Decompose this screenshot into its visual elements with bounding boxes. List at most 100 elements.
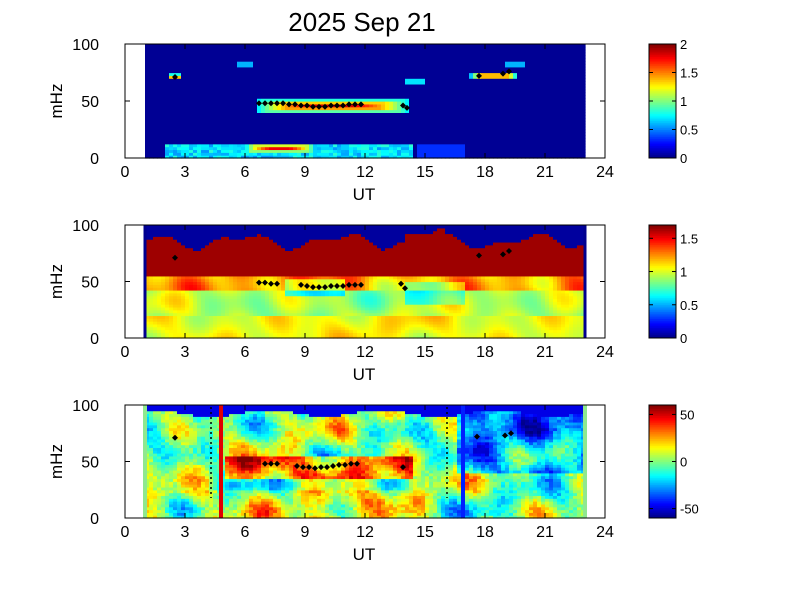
heatmap-cell [173, 225, 178, 228]
heatmap-cell [249, 44, 254, 47]
heatmap-cell [441, 44, 446, 47]
heatmap-cell [353, 44, 358, 47]
heatmap-cell [177, 225, 182, 228]
heatmap-cell [561, 44, 566, 47]
heatmap-cell [365, 44, 370, 47]
heatmap-cell [529, 44, 534, 47]
heatmap-cell [557, 44, 562, 47]
x-tick-label: 6 [241, 164, 250, 181]
heatmap-cell [345, 44, 350, 47]
heatmap-cell [413, 44, 418, 47]
heatmap-cell [153, 44, 158, 47]
colorbar-tick-label: 1 [680, 94, 687, 109]
heatmap-cell [269, 44, 274, 47]
heatmap-cell [205, 44, 210, 47]
heatmap-cell [385, 44, 390, 47]
heatmap-cell [381, 44, 386, 47]
heatmap-cell [469, 44, 474, 47]
heatmap-cell [429, 44, 434, 47]
heatmap-cell [169, 44, 174, 47]
heatmap-cell [189, 44, 194, 47]
heatmap-cell [357, 44, 362, 47]
x-tick-label: 9 [301, 164, 310, 181]
heatmap-cell [273, 44, 278, 47]
heatmap-cell [285, 44, 290, 47]
heatmap-cell [581, 44, 586, 47]
heatmap-cell [221, 44, 226, 47]
heatmap-cell [149, 44, 154, 47]
x-axis-label: UT [353, 185, 376, 204]
heatmap-cell [477, 44, 482, 47]
heatmap-cell [341, 44, 346, 47]
heatmap-cell [145, 44, 150, 47]
heatmap-cell [377, 44, 382, 47]
heatmap-cell [549, 44, 554, 47]
heatmap-cell [337, 44, 342, 47]
figure-title: 2025 Sep 21 [288, 7, 435, 37]
heatmap-cell [389, 44, 394, 47]
panel-2: 0 3 6 9 12 15 18 21 24050100UTmHz00.511.5 [47, 218, 698, 384]
heatmap-cell [505, 44, 510, 47]
heatmap-cell [297, 44, 302, 47]
colorbar: 00.511.52 [649, 37, 698, 166]
heatmap-cell [569, 44, 574, 47]
heatmap-cell [161, 44, 166, 47]
heatmap-cell [257, 44, 262, 47]
heatmap-cell [525, 44, 530, 47]
heatmap-cell [261, 44, 266, 47]
heatmap-cell [193, 44, 198, 47]
heatmap-cell [229, 44, 234, 47]
heatmap-cell [445, 44, 450, 47]
heatmap-cell [349, 44, 354, 47]
x-tick-label: 0 [121, 164, 130, 181]
heatmap-cell [169, 225, 174, 228]
x-tick-label: 12 [356, 164, 374, 181]
heatmap-cell [209, 44, 214, 47]
heatmap-cell [213, 44, 218, 47]
heatmap-cell [321, 44, 326, 47]
heatmap-cell [289, 44, 294, 47]
heatmap-cell [521, 44, 526, 47]
x-tick-label: 18 [476, 164, 494, 181]
heatmap-cell [533, 44, 538, 47]
y-tick-label: 0 [90, 151, 99, 168]
x-tick-label: 21 [536, 164, 554, 181]
heatmap-cell [577, 44, 582, 47]
heatmap-cell [405, 44, 410, 47]
heatmap-cell [253, 44, 258, 47]
y-tick-label: 100 [72, 37, 99, 54]
heatmap-cell [185, 225, 190, 228]
heatmap-cell [157, 225, 162, 228]
heatmap-cell [201, 44, 206, 47]
y-tick-label: 50 [81, 94, 99, 111]
heatmap-cell [317, 44, 322, 47]
heatmap-cell [425, 44, 430, 47]
y-axis-label: mHz [47, 84, 66, 119]
heatmap-cell [489, 44, 494, 47]
heatmap-cell [185, 44, 190, 47]
heatmap-cell [233, 44, 238, 47]
heatmap-cell [281, 44, 286, 47]
heatmap-cell [157, 44, 162, 47]
heatmap [145, 225, 586, 339]
heatmap-cell [461, 44, 466, 47]
heatmap-cell [393, 44, 398, 47]
heatmap-cell [501, 44, 506, 47]
heatmap-cell [397, 44, 402, 47]
heatmap-cell [325, 44, 330, 47]
heatmap-cell [165, 44, 170, 47]
colorbar-tick-label: 0 [680, 151, 687, 166]
heatmap-cell [449, 44, 454, 47]
heatmap-cell [465, 44, 470, 47]
heatmap-cell [309, 44, 314, 47]
heatmap-cell [305, 44, 310, 47]
heatmap-cell [173, 44, 178, 47]
heatmap-cell [473, 44, 478, 47]
heatmap-cell [437, 44, 442, 47]
heatmap-cell [333, 44, 338, 47]
x-tick-label: 3 [181, 164, 190, 181]
heatmap-cell [217, 44, 222, 47]
heatmap-cell [401, 44, 406, 47]
heatmap-cell [573, 44, 578, 47]
